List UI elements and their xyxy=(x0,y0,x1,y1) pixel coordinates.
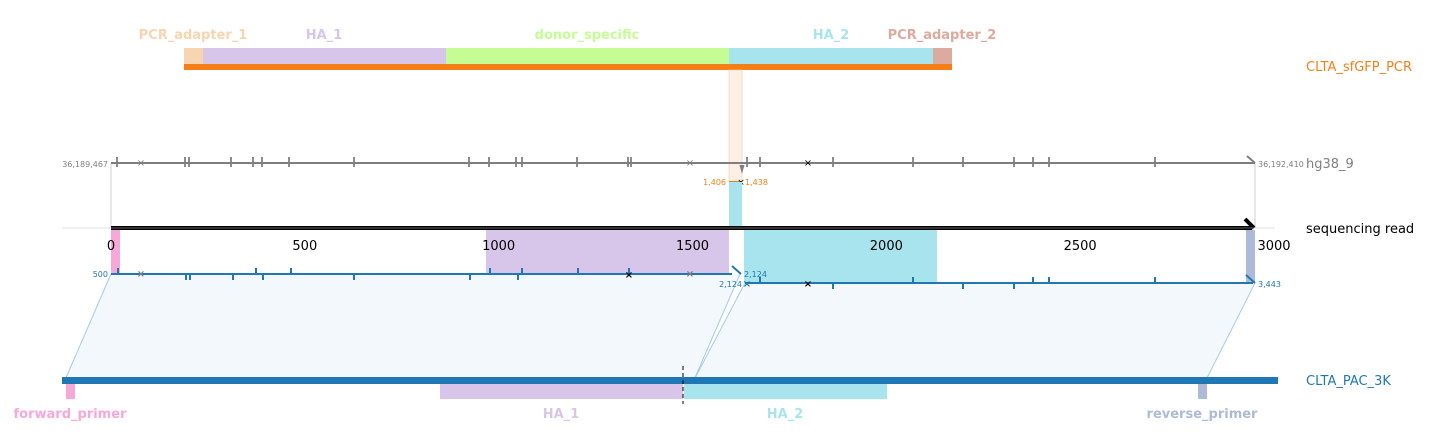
blue-coord-start: 500 xyxy=(93,270,108,279)
pac-band-edge-2 xyxy=(693,273,741,381)
read-axis-tick-label: 2500 xyxy=(1064,239,1097,254)
reference-track-name: hg38_9 xyxy=(1306,157,1354,172)
read-ha2-upper-strip xyxy=(729,182,742,228)
read-axis-tick-label: 2000 xyxy=(870,239,903,254)
blue-mismatch-cross: × xyxy=(625,270,633,281)
pcr-feature-ha2 xyxy=(729,48,933,65)
reference-start-coord: 36,189,467 xyxy=(62,160,108,169)
blue-mismatch-ticks: × × × × × xyxy=(117,268,1156,290)
pcr-construct: PCR_adapter_1 HA_1 donor_specific HA_2 P… xyxy=(139,28,1412,75)
read-axis-tick-label: 500 xyxy=(292,239,317,254)
pcr-feature-label-adapter-1: PCR_adapter_1 xyxy=(139,28,248,43)
pac-line xyxy=(62,377,1278,384)
pac-feature-forward-primer xyxy=(66,383,75,399)
blue-alignment-arrow-1 xyxy=(731,265,742,275)
read-track: 0 500 1000 1500 2000 2500 3000 sequencing read xyxy=(62,182,1414,283)
pac-band-edge-4 xyxy=(1205,282,1256,381)
read-feature-ha1 xyxy=(486,230,729,273)
blue-alignment-arrow-2 xyxy=(1245,274,1256,284)
read-axis-tick-label: 1500 xyxy=(676,239,709,254)
read-arrow-head xyxy=(1243,217,1256,230)
blue-mismatch-cross: × xyxy=(743,279,751,290)
reference-end-coord: 36,192,410 xyxy=(1258,160,1304,169)
pcr-feature-label-ha1: HA_1 xyxy=(306,28,343,43)
read-axis-tick-label: 3000 xyxy=(1257,239,1290,254)
pcr-feature-ha1 xyxy=(203,48,446,65)
read-axis-tick-label: 0 xyxy=(107,239,115,254)
reference-track: × × × 36,189,467 36,192,410 hg38_9 xyxy=(62,155,1354,228)
blue-mismatch-cross: × xyxy=(137,269,145,280)
pac-alignment-band-left xyxy=(65,274,740,380)
pac-feature-reverse-primer xyxy=(1198,383,1207,399)
pac-feature-label-reverse-primer: reverse_primer xyxy=(1147,407,1259,422)
reference-mismatch-ticks: × × × xyxy=(116,157,1156,169)
pac-alignment: × × × × × 500 2,124 2,124 3,443 xyxy=(64,265,1281,381)
orange-alignment-pointer xyxy=(739,164,745,174)
pac-feature-label-forward-primer: forward_primer xyxy=(14,407,128,422)
blue-coord-mid-end: 2,124 xyxy=(744,270,767,279)
read-feature-forward-primer xyxy=(111,230,120,273)
read-feature-reverse-primer xyxy=(1246,230,1255,283)
read-axis: 0 500 1000 1500 2000 2500 3000 xyxy=(107,239,1291,254)
pcr-feature-donor-specific xyxy=(446,48,729,65)
read-track-name: sequencing read xyxy=(1306,222,1414,237)
pac-alignment-band-right xyxy=(694,283,1255,380)
pcr-feature-adapter-1 xyxy=(184,48,203,65)
reference-mismatch-cross: × xyxy=(137,158,145,169)
pcr-feature-label-adapter-2: PCR_adapter_2 xyxy=(888,28,997,43)
blue-mismatch-cross: × xyxy=(686,269,694,280)
pac-feature-label-ha1: HA_1 xyxy=(543,407,580,422)
blue-coord-end: 3,443 xyxy=(1258,280,1281,289)
read-axis-tick-label: 1000 xyxy=(482,239,515,254)
reference-mismatch-cross: × xyxy=(804,158,812,169)
orange-left-coord: 1,406 xyxy=(703,178,726,187)
pcr-backbone-line xyxy=(184,64,952,70)
pac-feature-label-ha2: HA_2 xyxy=(767,407,804,422)
pcr-feature-adapter-2 xyxy=(933,48,952,65)
pac-band-edge-3 xyxy=(693,282,746,381)
pcr-track-name: CLTA_sfGFP_PCR xyxy=(1306,60,1412,75)
pac-feature-ha1 xyxy=(440,383,683,399)
orange-right-coord: 1,438 xyxy=(745,178,768,187)
read-feature-ha2 xyxy=(744,230,937,283)
pcr-feature-label-ha2: HA_2 xyxy=(813,28,850,43)
pac-track: forward_primer HA_1 HA_2 reverse_primer … xyxy=(14,366,1391,422)
blue-coord-mid-start: 2,124 xyxy=(719,280,742,289)
reference-mismatch-cross: × xyxy=(686,158,694,169)
pac-track-name: CLTA_PAC_3K xyxy=(1306,374,1391,389)
pac-band-edge-1 xyxy=(64,273,112,381)
pcr-feature-label-donor-specific: donor_specific xyxy=(535,28,640,43)
blue-mismatch-cross: × xyxy=(804,279,812,290)
pac-feature-ha2 xyxy=(684,383,887,399)
reference-arrow-head xyxy=(1246,155,1256,164)
